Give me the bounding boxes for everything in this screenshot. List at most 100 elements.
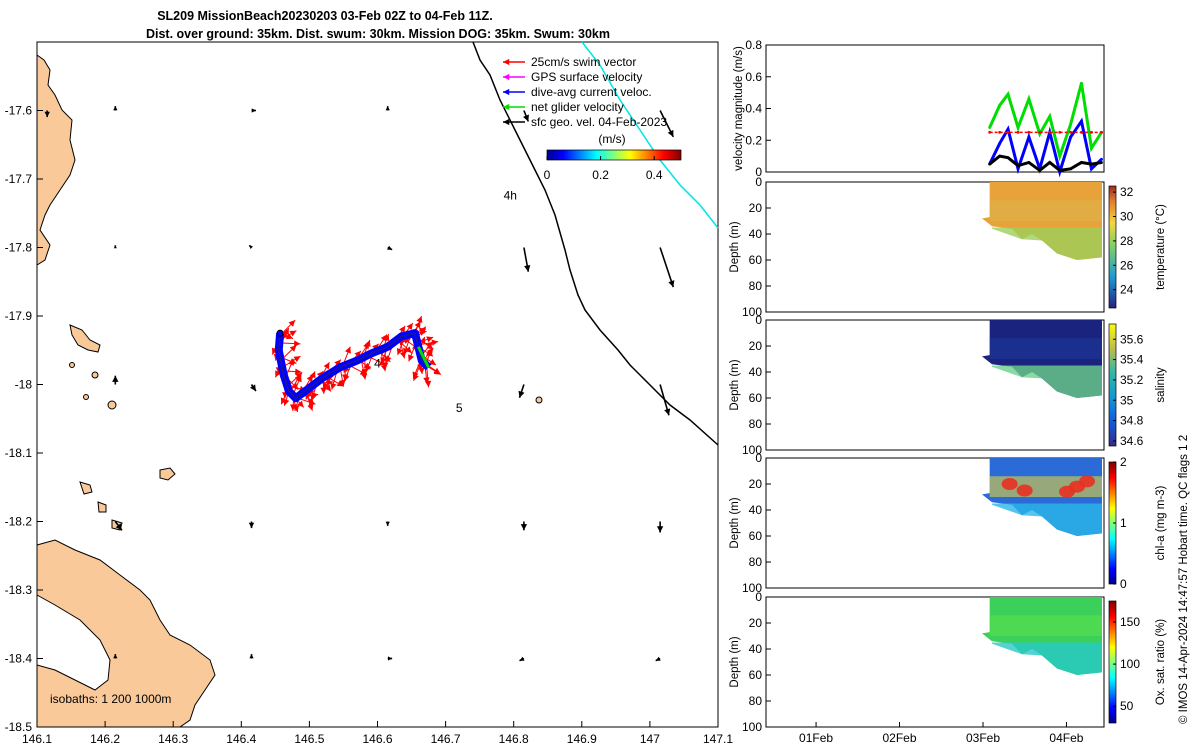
geo-vector-arrow [523,110,530,122]
map-xtick-label: 147.1 [703,732,733,746]
velocity-point-net [1090,146,1093,150]
velocity-ytick-label: 0.4 [745,102,762,116]
depth-tick-label: 20 [749,477,763,491]
cbar-tick-label: 150 [1120,615,1140,629]
map-xtick-label: 146.8 [499,732,529,746]
velocity-point-dive [1069,135,1073,139]
colorbar-tick-label: 0 [544,168,551,182]
velocity-point-net [1006,92,1010,96]
geo-vector-arrow [387,656,393,661]
island-c [97,501,107,513]
glider-path-line [277,332,430,400]
velocity-point-swim [1016,130,1020,134]
velocity-series-dive [988,117,1103,178]
map-xtick-label: 146.4 [226,732,256,746]
depth-tick-label: 0 [755,313,762,327]
coast-north [36,54,76,266]
map-ytick-label: -17.8 [5,241,33,255]
velocity-series-sfc [988,154,1102,173]
depth-tick-label: 100 [742,305,762,319]
depth-ylabel: Depth (m) [729,221,741,272]
velocity-point-swim [998,130,1002,134]
geo-vector-arrow [44,110,50,118]
cbar-tick-label: 34.8 [1120,414,1144,428]
velocity-point-sfc [1058,169,1062,172]
geo-vector-arrow [656,521,664,533]
colorbar-tick-label: 0.2 [592,168,609,182]
velocity-point-swim [1006,130,1010,134]
velocity-point-net [1080,81,1083,85]
section-band-deep [992,365,1102,398]
velocity-point-swim [1090,130,1093,134]
section-band-mid [989,200,1102,221]
depth-tick-label: 0 [755,175,762,189]
cbar-tick-label: 35.6 [1120,332,1144,346]
geo-vector-arrow [248,244,253,249]
geo-vector-arrow [113,654,118,659]
map-ytick-label: -18.4 [5,652,33,666]
date-tick-label: 01Feb [799,731,833,745]
cbar-label: temperature (°C) [1155,204,1167,290]
map-annotations: 4h 5 4 [374,189,517,415]
section-band-deep [992,227,1102,260]
depth-tick-label: 40 [749,365,763,379]
velocity-point-sfc [1048,161,1052,164]
colorbar-ticks: 0 0.2 0.4 [544,156,663,182]
map-xtick-label: 146.7 [431,732,461,746]
cbar-tick-label: 100 [1120,657,1140,671]
map-xtick-label: 147 [640,732,660,746]
map-annotation: 4h [504,189,517,203]
map-ytick-label: -18.1 [5,446,33,460]
map-xtick-label: 146.9 [567,732,597,746]
velocity-point-sfc [1016,164,1020,168]
title-line-1: SL209 MissionBeach20230203 03-Feb 02Z to… [157,9,493,23]
geo-vector-arrow [251,108,256,113]
map-panel: 146.1 146.2 146.3 146.4 146.5 146.6 146.7 146.8… [5,41,734,747]
map-xtick-label: 146.1 [22,732,52,746]
legend-net-label: net glider velocity [531,100,624,114]
depth-tick-label: 80 [749,279,763,293]
chl-maximum-patch [1079,475,1095,488]
depth-ylabel: Depth (m) [729,636,741,687]
velocity-point-dive [998,142,1002,145]
island-b [79,481,93,495]
island-a [159,467,176,481]
geo-vector-arrow [248,521,255,529]
geo-vector-arrow [523,247,531,272]
cbar-tick-label: 35.4 [1120,353,1144,367]
section-band-deep [992,642,1102,675]
velocity-point-sfc [1006,156,1010,160]
geo-vector-arrow [249,654,254,659]
velocity-point-net [1016,126,1020,129]
velocity-point-sfc [1090,162,1093,166]
cbar-tick-label: 34.6 [1120,434,1144,448]
velocity-point-net [988,126,992,129]
section-panel-4: 0 20 40 60 80 100 Depth (m) 150 100 50 Ox. sat. ra… [729,590,1167,745]
depth-tick-label: 100 [742,443,762,457]
depth-tick-label: 60 [749,529,763,543]
velocity-point-net [998,103,1002,107]
track-start-marker [276,329,284,337]
geo-vector-arrow [659,384,671,416]
cbar-label: salinity [1155,367,1167,402]
depth-ylabel: Depth (m) [729,497,741,548]
depth-tick-label: 80 [749,417,763,431]
date-tick-label: 02Feb [883,731,917,745]
cbar-label: chl-a (mg m-3) [1155,485,1167,560]
map-colorbar: (m/s) 0 0.2 0.4 [544,132,682,182]
footer-credit: © IMOS 14-Apr-2024 14:47:57 Hobart time.… [1178,435,1190,724]
colorbar-tick-label: 0.4 [646,168,663,182]
legend-gps-label: GPS surface velocity [531,70,642,84]
land-masses [36,54,543,728]
velocity-point-net [1048,115,1052,118]
depth-tick-label: 0 [755,451,762,465]
map-ticks: 146.1 146.2 146.3 146.4 146.5 146.6 146.7 146.8… [5,104,734,747]
depth-tick-label: 80 [749,555,763,569]
island-dunk [69,324,101,353]
map-ytick-label: -18.5 [5,720,33,734]
velocity-point-sfc [988,162,992,166]
